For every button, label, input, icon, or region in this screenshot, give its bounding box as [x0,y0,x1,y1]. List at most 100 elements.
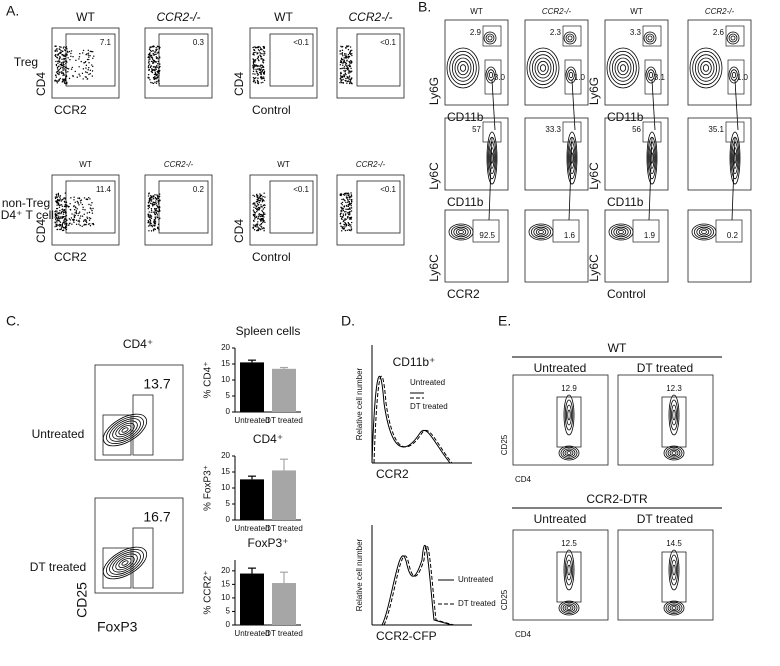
event-dot [260,55,262,58]
event-dot [258,206,260,209]
event-dot [258,50,261,52]
label: CD25 [500,434,509,455]
event-dot [69,203,71,205]
contour [669,449,679,457]
event-dot [58,220,61,222]
event-dot [78,204,80,206]
event-dot [261,219,263,221]
contour [614,57,632,79]
contour [449,50,477,86]
event-dot [149,198,151,200]
event-dot [349,46,352,48]
event-dot [82,49,85,52]
event-dot [347,213,350,216]
plot-frame [687,19,752,106]
event-dot [348,78,350,80]
event-dot [346,216,349,218]
event-dot [149,55,151,58]
label: 2.6 [713,28,725,37]
event-dot [88,58,90,61]
event-dot [261,214,263,217]
event-dot [58,213,60,215]
event-dot [154,66,157,69]
contour [731,71,737,79]
event-dot [151,82,154,84]
event-dot [260,194,263,197]
event-dot [345,77,347,80]
event-dot [258,213,260,215]
event-dot [54,225,56,228]
event-dot [259,69,261,71]
event-dot [60,216,62,218]
label: Ly6C [427,162,441,190]
event-dot [64,57,66,60]
label: 3.1 [654,73,666,82]
event-dot [158,74,160,76]
contour [726,31,740,45]
event-dot [64,82,66,85]
event-dot [346,66,349,68]
label: E. [498,313,511,329]
event-dot [88,62,90,64]
plot-frame [512,374,609,466]
label: Relative cell number [355,367,364,440]
event-dot [68,205,70,208]
event-dot [261,197,263,199]
event-dot [347,72,350,74]
event-dot [252,213,255,216]
event-dot [254,203,256,206]
event-dot [57,217,60,219]
plot-frame [444,19,509,106]
plot-frame [617,374,714,466]
event-dot [62,211,65,214]
event-dot [58,206,61,208]
label: 2.9 [470,28,482,37]
label: CCR2-/- [164,160,194,169]
event-dot [88,196,90,199]
event-dot [147,202,150,204]
event-dot [255,68,257,71]
event-dot [253,215,256,218]
contour [617,60,629,76]
event-dot [159,217,161,219]
event-dot [62,229,65,231]
event-dot [78,219,80,221]
event-dot [79,200,82,202]
label: CD4 [232,219,246,243]
plot-frame [144,174,213,246]
label: Untreated [534,512,587,526]
event-dot [259,215,262,218]
label: WT [630,7,643,16]
event-dot [153,211,156,213]
event-dot [263,227,265,229]
gate [269,180,314,234]
contour [562,603,576,613]
event-dot [77,197,79,199]
contour [671,606,677,610]
event-dot [63,63,65,66]
event-dot [157,67,160,69]
event-dot [155,208,158,210]
event-dot [156,76,159,78]
contour [567,564,571,576]
event-dot [350,195,353,197]
event-dot [155,47,157,49]
event-dot [156,66,158,69]
contour [609,50,637,86]
event-dot [148,63,151,65]
event-dot [347,198,349,201]
event-dot [75,211,77,213]
event-dot [56,204,58,206]
event-dot [59,63,61,66]
event-dot [153,222,156,225]
event-dot [260,47,262,50]
event-dot [258,228,261,230]
event-dot [150,54,152,57]
event-dot [64,60,67,62]
event-dot [157,60,159,63]
contour [566,451,572,455]
contour [562,448,576,458]
label: Untreated [534,361,587,375]
event-dot [257,81,259,83]
event-dot [151,70,154,72]
